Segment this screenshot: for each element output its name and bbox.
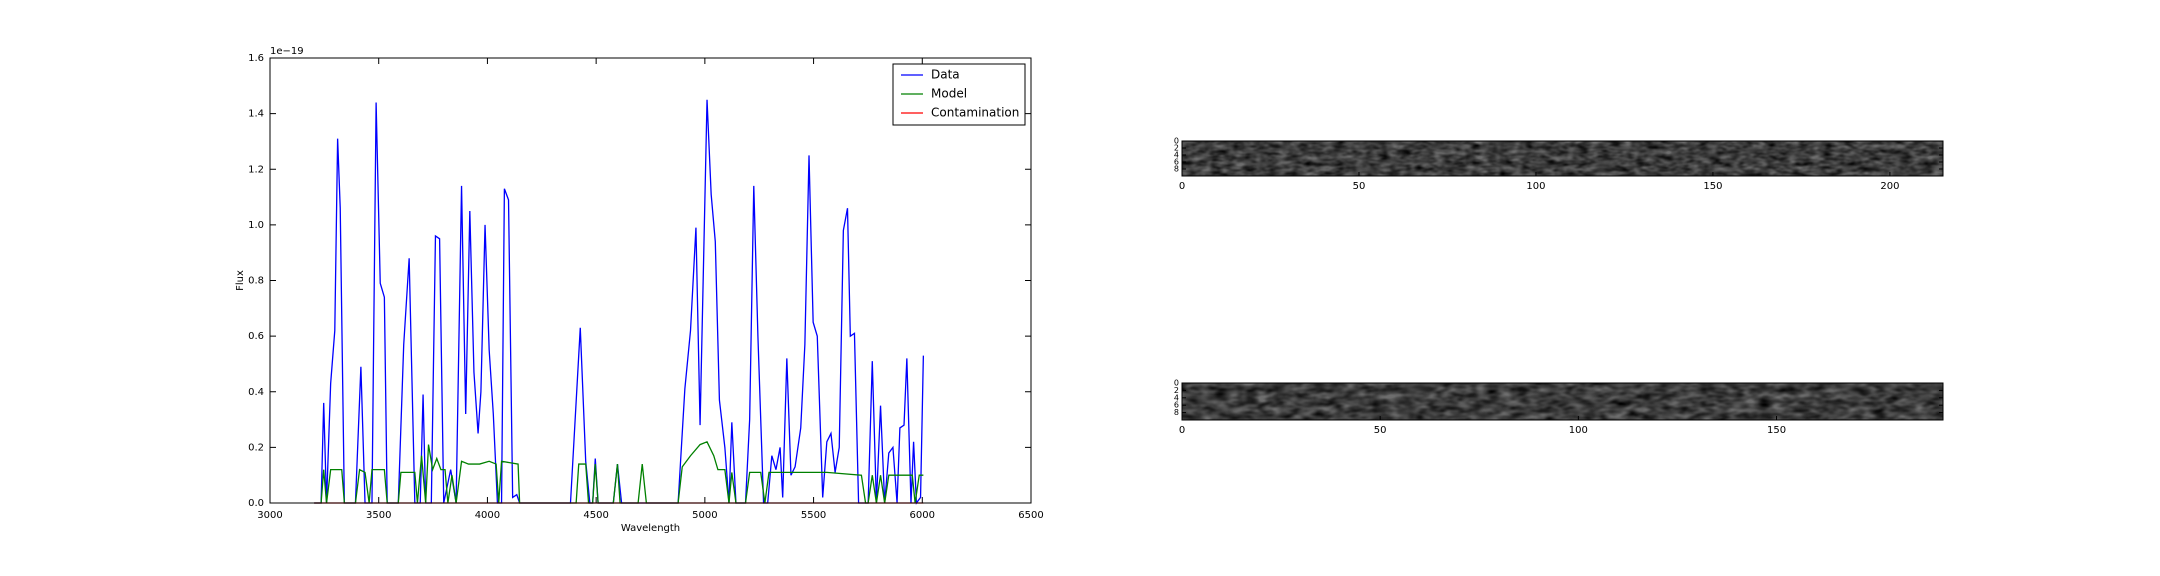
- x-tick-label: 100: [1569, 425, 1588, 436]
- y-tick-label: 2: [1174, 144, 1179, 153]
- x-tick-label: 3500: [366, 510, 391, 521]
- plot-area: [270, 58, 1031, 503]
- y-scale-label: 1e−19: [270, 46, 304, 57]
- legend-label: Data: [931, 68, 960, 82]
- y-tick-label: 2: [1174, 386, 1179, 395]
- x-tick-label: 3000: [257, 510, 282, 521]
- x-tick-label: 200: [1880, 181, 1899, 192]
- y-tick-label: 8: [1174, 165, 1179, 174]
- x-tick-label: 6000: [910, 510, 935, 521]
- y-tick-label: 1.0: [248, 220, 264, 231]
- x-tick-label: 4000: [475, 510, 500, 521]
- y-tick-label: 0.0: [248, 498, 264, 509]
- x-tick-label: 150: [1703, 181, 1722, 192]
- y-tick-label: 1.2: [248, 164, 264, 175]
- y-tick-label: 1.4: [248, 109, 264, 120]
- y-tick-label: 0.8: [248, 276, 264, 287]
- x-axis-label: Wavelength: [621, 523, 680, 534]
- image-noise: [1182, 141, 1943, 176]
- x-tick-label: 4500: [583, 510, 608, 521]
- image-noise: [1182, 383, 1943, 420]
- x-tick-label: 6500: [1018, 510, 1043, 521]
- x-tick-label: 5000: [692, 510, 717, 521]
- y-tick-label: 6: [1174, 401, 1179, 410]
- x-tick-label: 50: [1374, 425, 1387, 436]
- x-tick-label: 5500: [801, 510, 826, 521]
- y-tick-label: 0.6: [248, 331, 264, 342]
- image-frame: [1181, 382, 1944, 421]
- y-tick-label: 0: [1174, 137, 1179, 146]
- x-tick-label: 0: [1179, 425, 1185, 436]
- legend-label: Contamination: [931, 106, 1019, 120]
- x-tick-label: 150: [1767, 425, 1786, 436]
- y-tick-label: 0: [1174, 379, 1179, 388]
- y-tick-label: 4: [1174, 393, 1179, 402]
- x-tick-label: 0: [1179, 181, 1185, 192]
- y-tick-label: 0.4: [248, 387, 264, 398]
- y-tick-label: 6: [1174, 158, 1179, 167]
- x-tick-label: 100: [1526, 181, 1545, 192]
- y-tick-label: 1.6: [248, 53, 264, 64]
- legend-label: Model: [931, 87, 967, 101]
- image-frame: [1181, 140, 1944, 177]
- x-tick-label: 50: [1353, 181, 1366, 192]
- y-tick-label: 8: [1174, 408, 1179, 417]
- y-tick-label: 0.2: [248, 442, 264, 453]
- y-axis-label: Flux: [235, 270, 246, 291]
- y-tick-label: 4: [1174, 151, 1179, 160]
